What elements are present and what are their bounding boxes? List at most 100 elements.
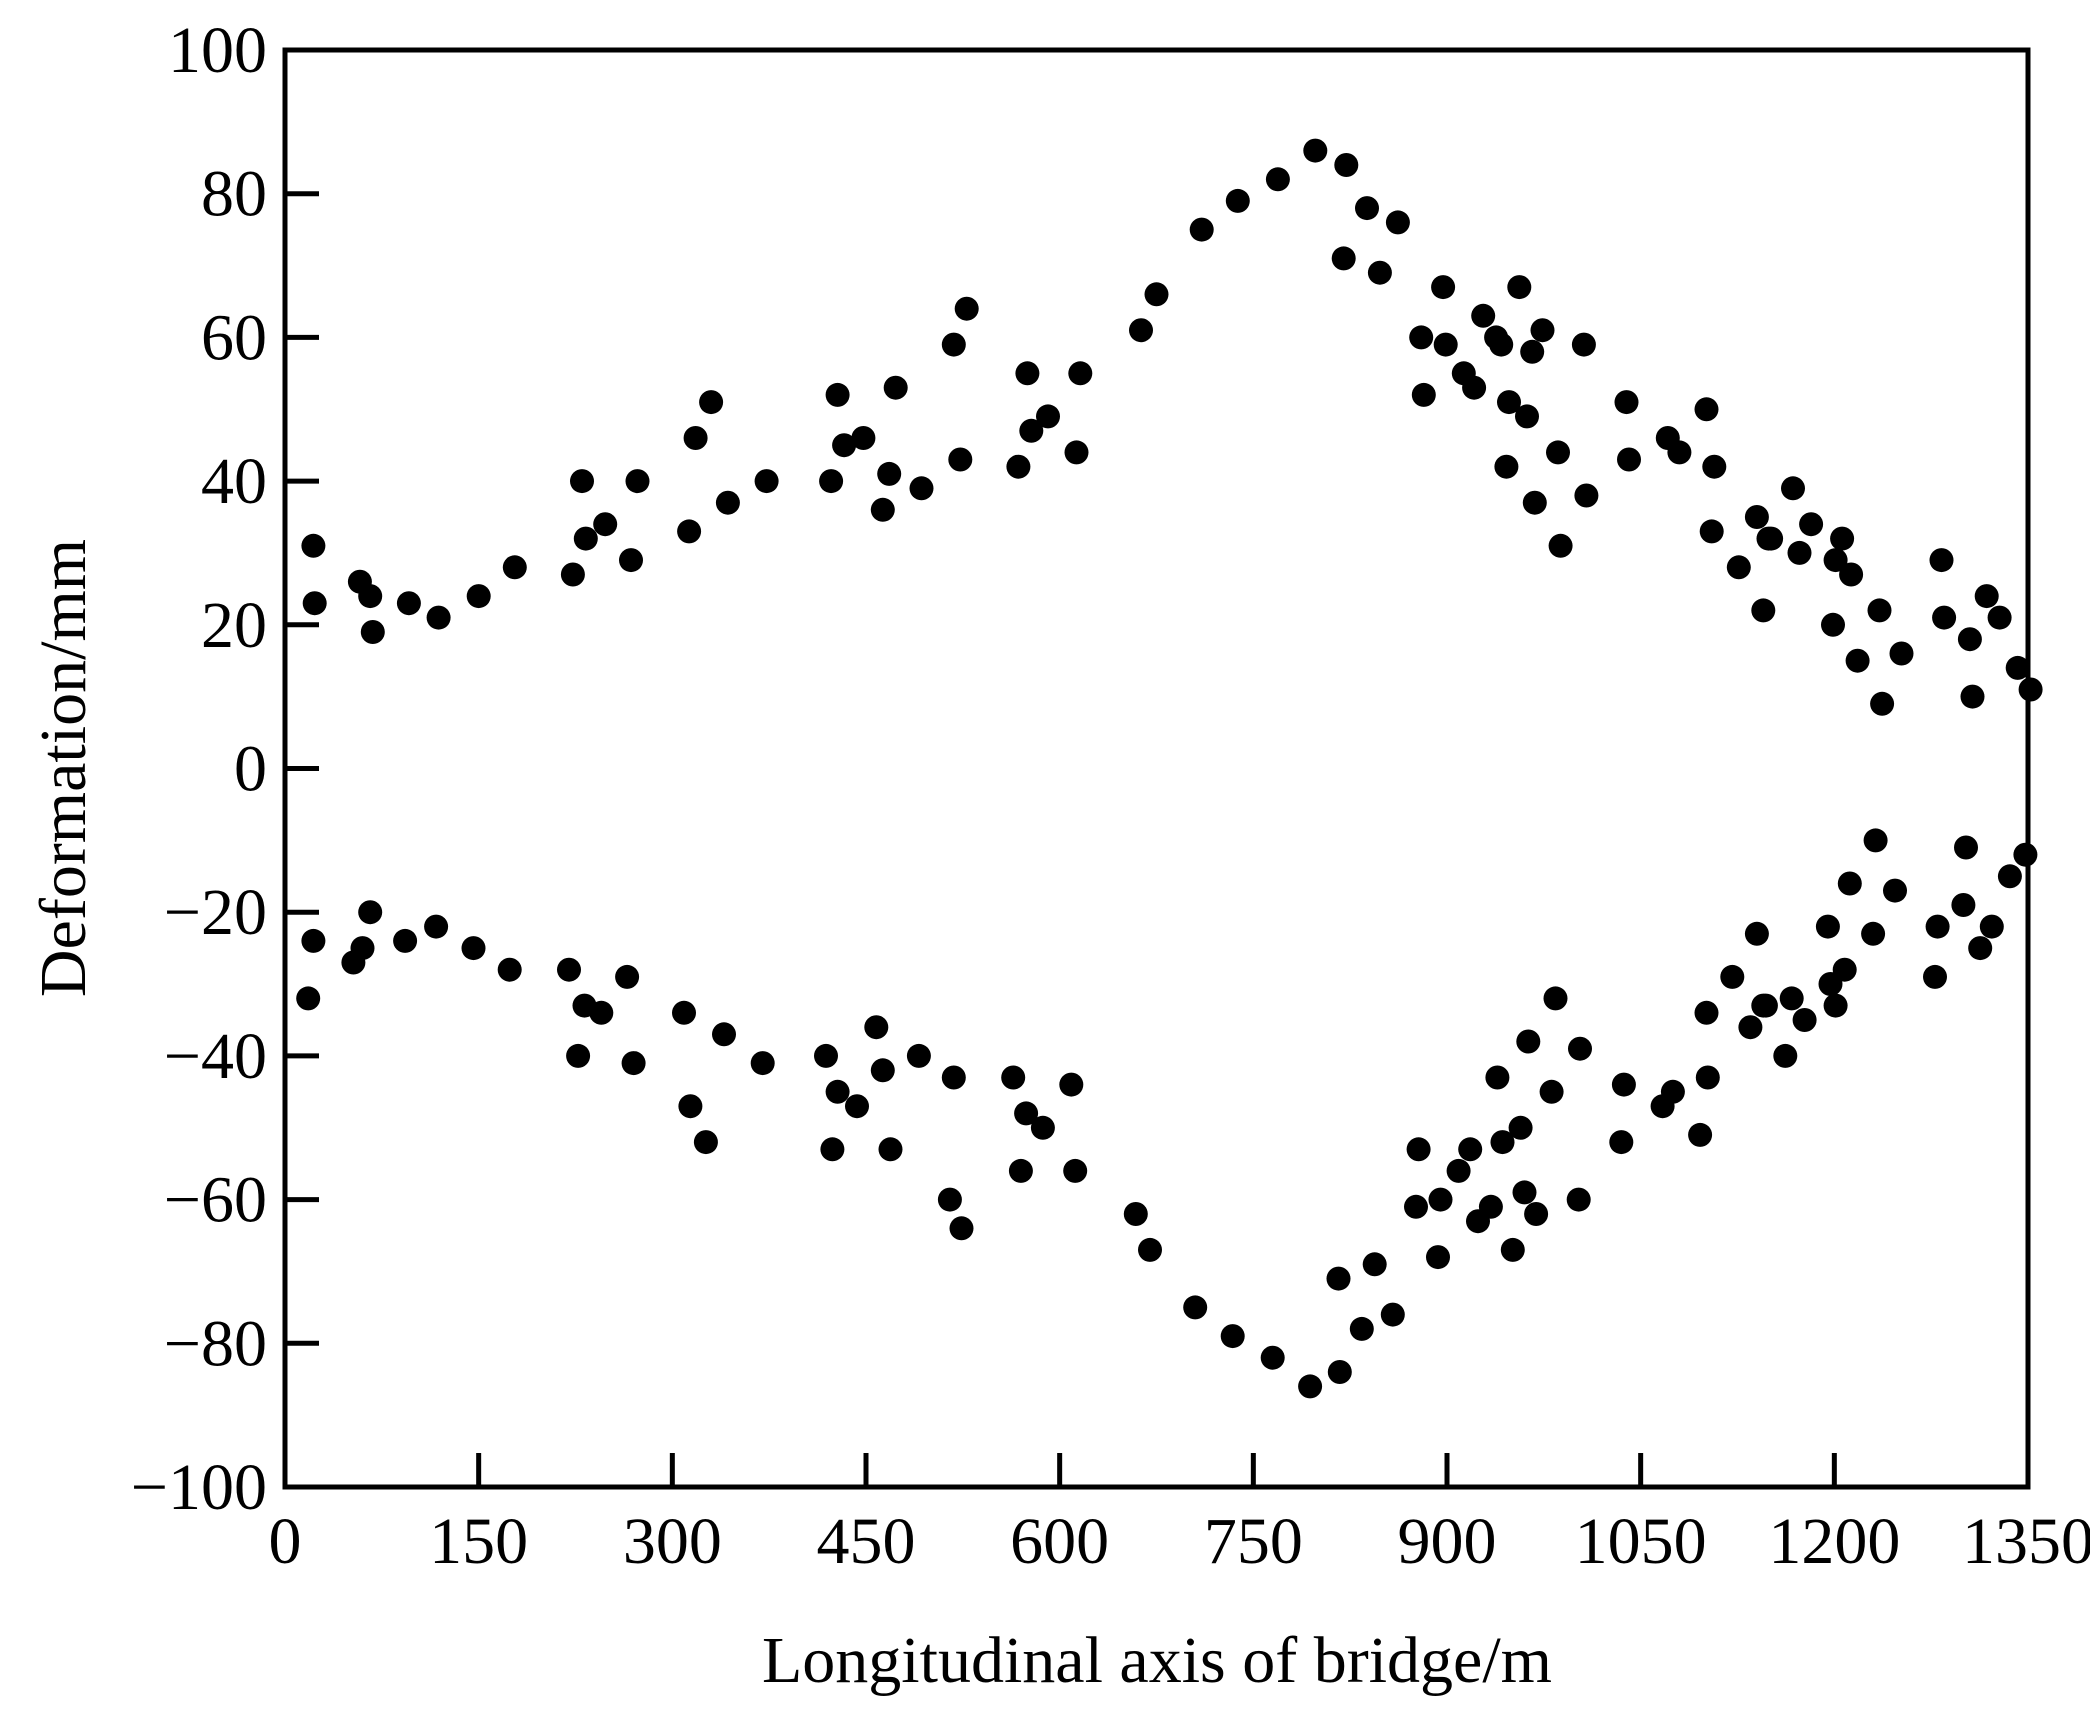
data-point-lower xyxy=(1479,1195,1503,1219)
data-point-lower xyxy=(1824,994,1848,1018)
data-point-upper xyxy=(1574,484,1598,508)
data-point-lower xyxy=(1738,1015,1762,1039)
data-point-lower xyxy=(820,1137,844,1161)
y-tick-label: −60 xyxy=(164,1164,267,1237)
data-point-upper xyxy=(1958,627,1982,651)
data-point-lower xyxy=(1754,994,1778,1018)
data-point-lower xyxy=(1861,922,1885,946)
data-point-upper xyxy=(626,469,650,493)
data-point-lower xyxy=(1429,1188,1453,1212)
y-tick-label: 60 xyxy=(201,301,267,374)
data-point-lower xyxy=(557,958,581,982)
data-point-lower xyxy=(1661,1080,1685,1104)
x-tick-label: 750 xyxy=(1204,1505,1303,1578)
data-point-upper xyxy=(1520,340,1544,364)
data-point-upper xyxy=(1617,448,1641,472)
data-point-upper xyxy=(593,512,617,536)
data-point-upper xyxy=(955,297,979,321)
data-point-upper xyxy=(1702,455,1726,479)
data-point-upper xyxy=(1695,397,1719,421)
data-point-lower xyxy=(879,1137,903,1161)
data-point-upper xyxy=(1870,692,1894,716)
data-point-lower xyxy=(1609,1130,1633,1154)
data-point-upper xyxy=(819,469,843,493)
data-point-lower xyxy=(814,1044,838,1068)
data-point-upper xyxy=(1930,548,1954,572)
data-point-lower xyxy=(1381,1303,1405,1327)
plot-frame xyxy=(285,50,2028,1487)
data-point-lower xyxy=(950,1216,974,1240)
data-point-lower xyxy=(1720,965,1744,989)
data-point-lower xyxy=(2013,843,2037,867)
data-point-upper xyxy=(467,584,491,608)
data-point-upper xyxy=(942,333,966,357)
data-point-lower xyxy=(1458,1137,1482,1161)
y-axis-label: Deformation/mm xyxy=(27,539,100,997)
data-point-upper xyxy=(1975,584,1999,608)
data-point-upper xyxy=(397,591,421,615)
data-point-upper xyxy=(561,563,585,587)
data-point-upper xyxy=(1462,376,1486,400)
data-point-lower xyxy=(1695,1001,1719,1025)
data-point-lower xyxy=(871,1058,895,1082)
data-point-lower xyxy=(1838,872,1862,896)
data-point-lower xyxy=(296,986,320,1010)
data-point-lower xyxy=(1567,1188,1591,1212)
data-point-upper xyxy=(503,555,527,579)
data-point-lower xyxy=(1363,1252,1387,1276)
data-point-upper xyxy=(1546,440,1570,464)
data-point-upper xyxy=(1006,455,1030,479)
data-point-upper xyxy=(1846,649,1870,673)
data-point-lower xyxy=(1404,1195,1428,1219)
data-point-upper xyxy=(1015,361,1039,385)
data-point-lower xyxy=(566,1044,590,1068)
data-point-lower xyxy=(1328,1360,1352,1384)
data-point-lower xyxy=(1864,828,1888,852)
data-point-upper xyxy=(1821,613,1845,637)
data-point-lower xyxy=(1009,1159,1033,1183)
data-point-lower xyxy=(1063,1159,1087,1183)
data-point-lower xyxy=(1001,1066,1025,1090)
data-point-lower xyxy=(1816,915,1840,939)
data-point-lower xyxy=(1540,1080,1564,1104)
data-point-upper xyxy=(301,534,325,558)
data-point-lower xyxy=(678,1094,702,1118)
data-point-upper xyxy=(755,469,779,493)
data-point-lower xyxy=(672,1001,696,1025)
data-point-lower xyxy=(1780,986,1804,1010)
data-point-lower xyxy=(1833,958,1857,982)
data-point-upper xyxy=(1431,275,1455,299)
data-point-upper xyxy=(1226,189,1250,213)
y-tick-label: 80 xyxy=(201,158,267,231)
data-point-upper xyxy=(570,469,594,493)
data-point-lower xyxy=(1568,1037,1592,1061)
y-tick-label: −80 xyxy=(164,1307,267,1380)
data-point-upper xyxy=(1409,325,1433,349)
data-point-lower xyxy=(1516,1030,1540,1054)
data-point-lower xyxy=(622,1051,646,1075)
data-point-upper xyxy=(1332,246,1356,270)
data-point-lower xyxy=(1261,1346,1285,1370)
data-point-upper xyxy=(1759,527,1783,551)
data-point-upper xyxy=(1507,275,1531,299)
data-point-lower xyxy=(712,1022,736,1046)
data-point-upper xyxy=(851,426,875,450)
data-point-upper xyxy=(1932,606,1956,630)
data-point-lower xyxy=(1968,936,1992,960)
data-point-lower xyxy=(1544,986,1568,1010)
data-point-lower xyxy=(1513,1180,1537,1204)
data-point-upper xyxy=(716,491,740,515)
data-point-lower xyxy=(751,1051,775,1075)
data-point-lower xyxy=(1954,836,1978,860)
data-point-lower xyxy=(1696,1066,1720,1090)
data-point-lower xyxy=(1447,1159,1471,1183)
data-point-lower xyxy=(938,1188,962,1212)
data-point-upper xyxy=(1751,598,1775,622)
data-point-upper xyxy=(877,462,901,486)
y-tick-label: 0 xyxy=(234,733,267,806)
data-point-lower xyxy=(1327,1267,1351,1291)
data-point-upper xyxy=(1386,210,1410,234)
